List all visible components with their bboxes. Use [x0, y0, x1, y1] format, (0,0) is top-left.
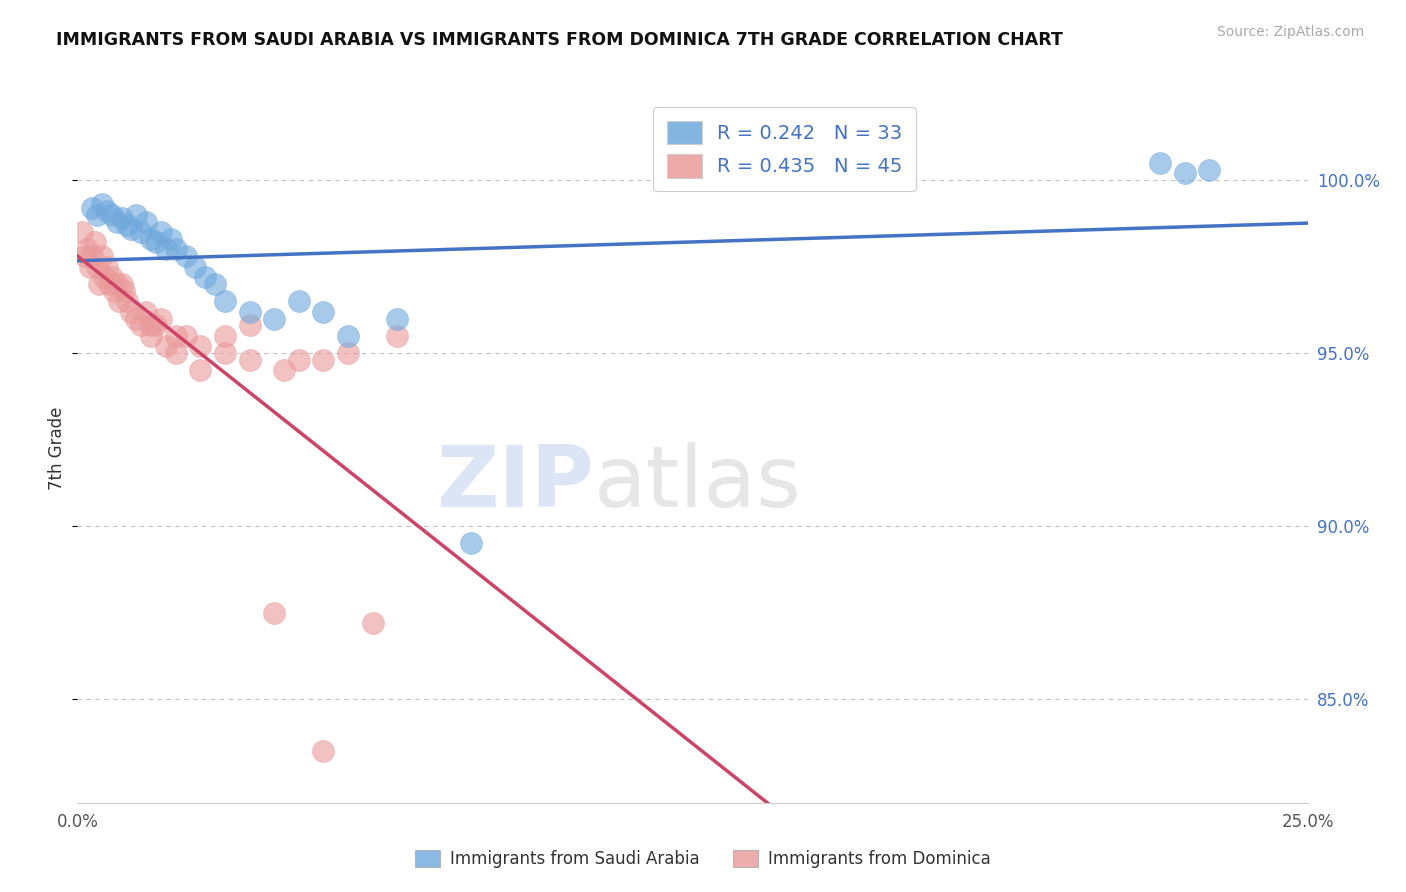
Point	[90, 249, 114, 263]
Point	[194, 270, 217, 285]
Point	[79, 260, 101, 274]
Point	[204, 277, 226, 291]
Point	[98, 277, 121, 291]
Point	[184, 260, 207, 274]
Point	[387, 311, 409, 326]
Point	[86, 208, 108, 222]
Point	[82, 201, 104, 215]
Point	[165, 243, 187, 257]
Legend: Immigrants from Saudi Arabia, Immigrants from Dominica: Immigrants from Saudi Arabia, Immigrants…	[409, 843, 997, 875]
Point	[105, 214, 128, 228]
Point	[160, 232, 183, 246]
Point	[361, 615, 384, 630]
Text: IMMIGRANTS FROM SAUDI ARABIA VS IMMIGRANTS FROM DOMINICA 7TH GRADE CORRELATION C: IMMIGRANTS FROM SAUDI ARABIA VS IMMIGRAN…	[56, 31, 1063, 49]
Point	[105, 277, 128, 291]
Point	[86, 260, 108, 274]
Point	[155, 339, 177, 353]
Point	[125, 311, 148, 326]
Point	[288, 294, 311, 309]
Legend: R = 0.242   N = 33, R = 0.435   N = 45: R = 0.242 N = 33, R = 0.435 N = 45	[654, 107, 917, 191]
Point	[131, 318, 153, 333]
Point	[214, 346, 236, 360]
Point	[239, 353, 262, 368]
Point	[125, 208, 148, 222]
Text: atlas: atlas	[595, 442, 801, 525]
Point	[141, 232, 163, 246]
Point	[263, 311, 285, 326]
Point	[90, 197, 114, 211]
Text: Source: ZipAtlas.com: Source: ZipAtlas.com	[1216, 25, 1364, 39]
Point	[145, 235, 167, 250]
Point	[111, 211, 134, 226]
Point	[89, 277, 111, 291]
Point	[174, 328, 197, 343]
Point	[135, 304, 157, 318]
Point	[83, 235, 105, 250]
Point	[150, 311, 173, 326]
Point	[135, 214, 157, 228]
Point	[131, 225, 153, 239]
Point	[96, 260, 118, 274]
Point	[101, 270, 124, 285]
Point	[190, 339, 212, 353]
Point	[76, 243, 98, 257]
Point	[96, 204, 118, 219]
Point	[312, 353, 335, 368]
Point	[387, 328, 409, 343]
Point	[155, 243, 177, 257]
Point	[103, 284, 125, 298]
Point	[1198, 162, 1220, 177]
Point	[108, 294, 131, 309]
Point	[239, 304, 262, 318]
Point	[312, 744, 335, 758]
Point	[337, 346, 360, 360]
Point	[115, 294, 138, 309]
Point	[93, 270, 115, 285]
Point	[460, 536, 482, 550]
Point	[273, 363, 295, 377]
Point	[73, 249, 96, 263]
Text: ZIP: ZIP	[436, 442, 595, 525]
Point	[141, 318, 163, 333]
Point	[337, 328, 360, 343]
Point	[145, 318, 167, 333]
Point	[121, 304, 143, 318]
Point	[263, 606, 285, 620]
Point	[214, 294, 236, 309]
Point	[121, 221, 143, 235]
Point	[150, 225, 173, 239]
Point	[288, 353, 311, 368]
Point	[1149, 156, 1171, 170]
Point	[165, 328, 187, 343]
Point	[174, 249, 197, 263]
Point	[111, 277, 134, 291]
Y-axis label: 7th Grade: 7th Grade	[48, 407, 66, 490]
Point	[82, 249, 104, 263]
Point	[115, 218, 138, 232]
Point	[141, 328, 163, 343]
Point	[70, 225, 93, 239]
Point	[101, 208, 124, 222]
Point	[214, 328, 236, 343]
Point	[239, 318, 262, 333]
Point	[112, 284, 135, 298]
Point	[190, 363, 212, 377]
Point	[1174, 166, 1197, 180]
Point	[165, 346, 187, 360]
Point	[312, 304, 335, 318]
